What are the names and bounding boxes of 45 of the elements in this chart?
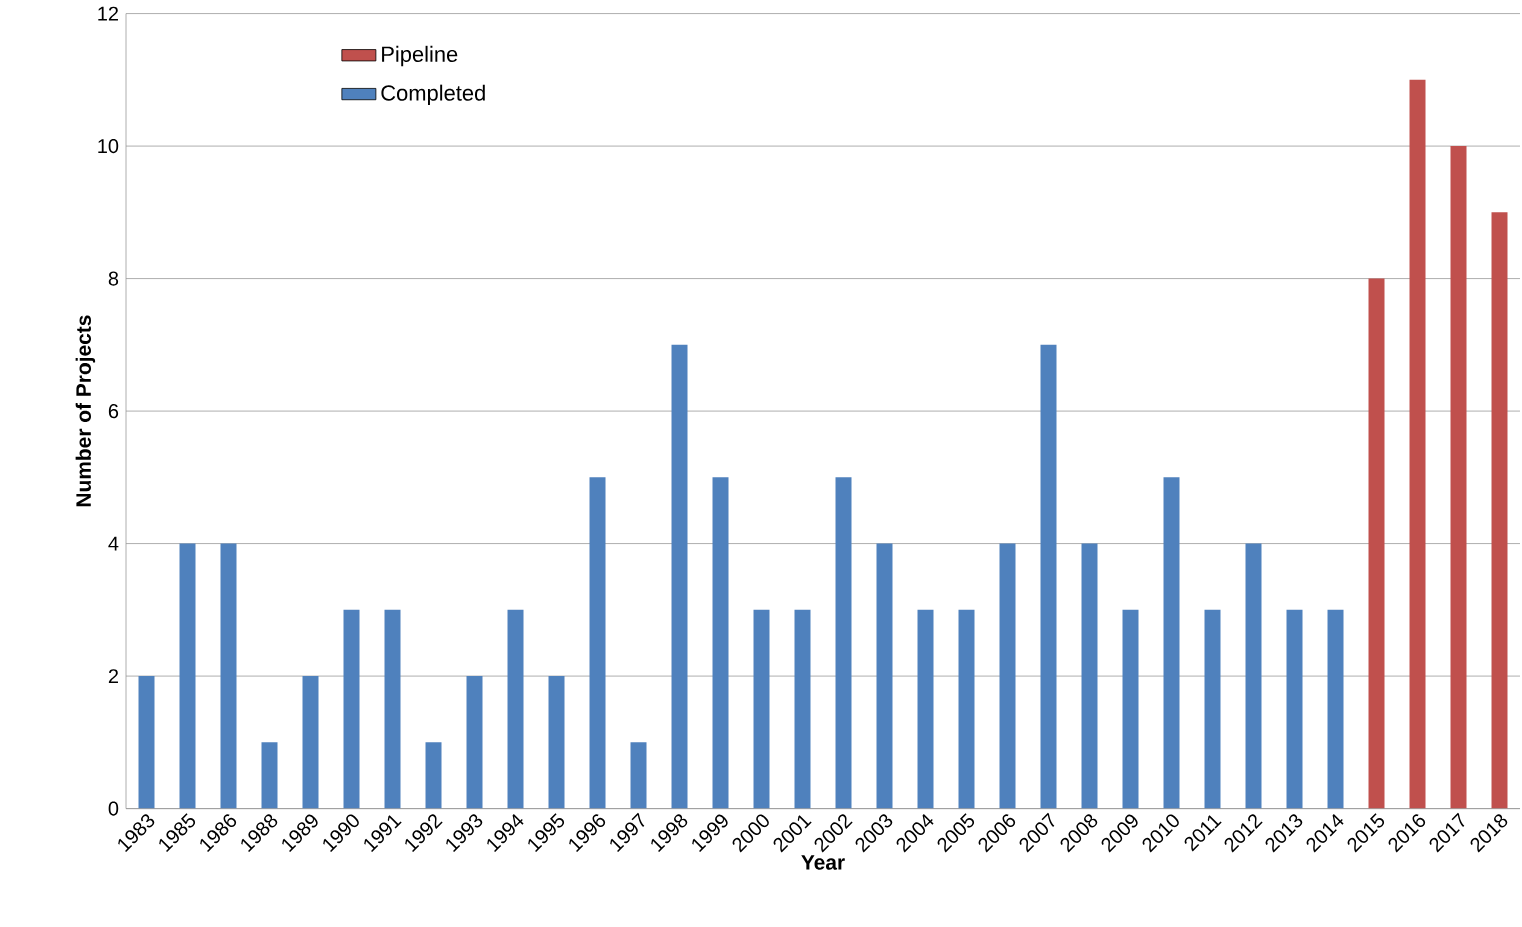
bar bbox=[999, 543, 1016, 809]
bar bbox=[220, 543, 237, 809]
bar bbox=[671, 345, 688, 809]
bar bbox=[1081, 543, 1098, 809]
bar bbox=[794, 610, 811, 809]
bar bbox=[466, 676, 483, 809]
bar bbox=[1491, 212, 1508, 809]
x-axis-title: Year bbox=[801, 855, 845, 870]
y-tick-label: 12 bbox=[98, 6, 118, 21]
bar bbox=[179, 543, 196, 809]
bar bbox=[1245, 543, 1262, 809]
bar bbox=[1122, 610, 1139, 809]
legend-label: Pipeline bbox=[382, 46, 458, 67]
bar bbox=[835, 477, 852, 809]
bar bbox=[917, 610, 934, 809]
bar bbox=[138, 676, 155, 809]
bar bbox=[302, 676, 319, 809]
bar bbox=[425, 742, 442, 809]
bar bbox=[1040, 345, 1057, 809]
y-tick-label: 10 bbox=[98, 139, 119, 154]
bar bbox=[876, 543, 893, 809]
bar bbox=[1163, 477, 1180, 809]
bar bbox=[589, 477, 606, 809]
bar bbox=[1327, 610, 1344, 809]
bar bbox=[548, 676, 565, 809]
y-tick-label: 8 bbox=[108, 271, 119, 286]
bar bbox=[1409, 80, 1426, 809]
bar bbox=[343, 610, 360, 809]
y-tick-label: 0 bbox=[108, 801, 119, 816]
y-tick-label: 4 bbox=[108, 536, 119, 551]
legend-label: Completed bbox=[381, 84, 485, 106]
bar bbox=[1450, 146, 1467, 809]
bar bbox=[507, 610, 524, 809]
bar bbox=[753, 610, 770, 809]
bar bbox=[261, 742, 278, 809]
bar bbox=[958, 610, 975, 809]
y-tick-label: 2 bbox=[108, 669, 118, 684]
bar bbox=[1204, 610, 1221, 809]
bar bbox=[384, 610, 401, 809]
bar bbox=[630, 742, 647, 809]
y-tick-label: 6 bbox=[108, 404, 119, 419]
bar bbox=[1368, 278, 1385, 809]
y-axis-title: Number of Projects bbox=[75, 315, 96, 507]
bar bbox=[1286, 610, 1303, 809]
bar bbox=[712, 477, 729, 809]
